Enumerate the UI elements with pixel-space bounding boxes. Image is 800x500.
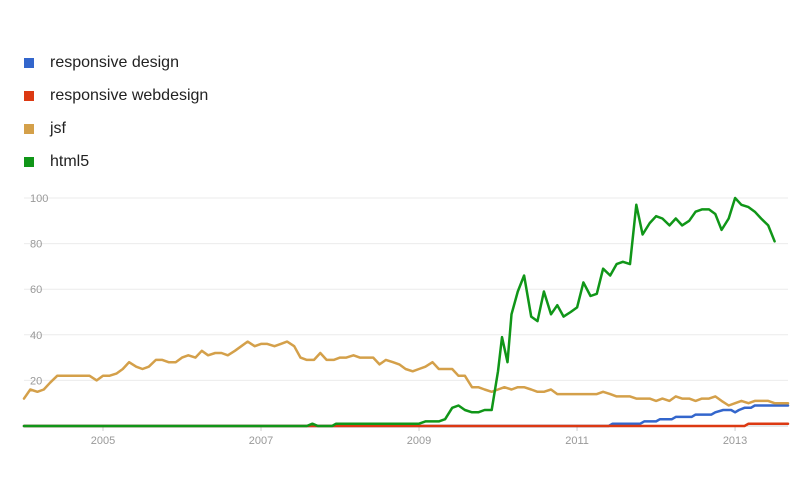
series-line-responsive-webdesign [22, 422, 790, 428]
legend-label: responsive webdesign [50, 86, 209, 104]
legend-item-responsive-design[interactable]: responsive design [24, 46, 208, 79]
legend-swatch [24, 57, 34, 68]
legend-item-html5[interactable]: html5 [24, 145, 208, 178]
x-tick-label: 2005 [91, 435, 115, 447]
y-tick-label: 40 [30, 330, 42, 342]
legend-item-jsf[interactable]: jsf [24, 112, 208, 145]
legend-swatch [24, 156, 34, 167]
legend-swatch [24, 123, 34, 134]
y-tick-label: 60 [30, 284, 42, 296]
y-tick-label: 100 [30, 193, 48, 205]
legend: responsive design responsive webdesign j… [24, 46, 208, 178]
y-tick-label: 80 [30, 239, 42, 251]
x-tick-label: 2013 [723, 435, 747, 447]
legend-label: html5 [50, 152, 90, 170]
legend-label: responsive design [50, 53, 179, 71]
legend-item-responsive-webdesign[interactable]: responsive webdesign [24, 79, 208, 112]
series-line-jsf [22, 340, 790, 407]
x-tick-label: 2011 [565, 435, 589, 447]
series-line-responsive-design [22, 404, 790, 428]
x-tick-label: 2009 [407, 435, 431, 447]
y-tick-label: 20 [30, 375, 42, 387]
legend-swatch [24, 90, 34, 101]
legend-label: jsf [50, 119, 66, 137]
series-line-html5 [22, 196, 776, 428]
x-tick-label: 2007 [249, 435, 273, 447]
